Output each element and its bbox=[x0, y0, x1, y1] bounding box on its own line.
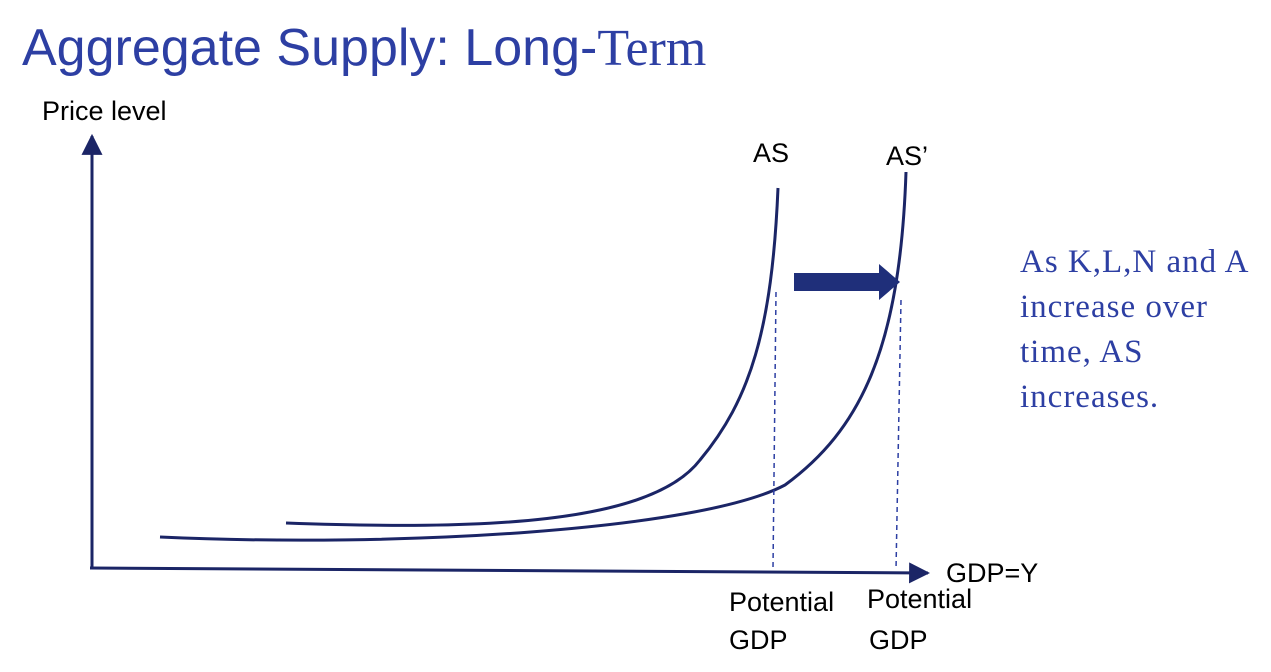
potential-gdp-line-as bbox=[772, 291, 777, 569]
potential-gdp-label-2-line1: Potential bbox=[867, 584, 972, 614]
title-serif-part: Term bbox=[597, 20, 707, 77]
explanation-note: As K,L,N and A increase over time, AS in… bbox=[1020, 244, 1248, 415]
potential-gdp-label-2-line2: GDP bbox=[869, 625, 928, 655]
as-shifted-curve-label: AS’ bbox=[886, 141, 928, 171]
potential-gdp-label-1-line1: Potential bbox=[729, 587, 834, 617]
potential-gdp-label-1-line2: GDP bbox=[729, 625, 788, 655]
y-axis-label: Price level bbox=[42, 96, 167, 126]
x-axis bbox=[89, 562, 931, 584]
as-curve bbox=[285, 187, 780, 527]
potential-gdp-line-as-shifted bbox=[895, 299, 902, 571]
x-axis-label: GDP=Y bbox=[946, 558, 1038, 588]
shift-arrow bbox=[794, 264, 900, 300]
title-sans-part: Aggregate Supply: Long- bbox=[22, 19, 598, 77]
as-shifted-curve bbox=[159, 171, 908, 542]
slide-title: Aggregate Supply: Long-Term bbox=[22, 18, 706, 79]
as-curve-label: AS bbox=[753, 138, 789, 168]
